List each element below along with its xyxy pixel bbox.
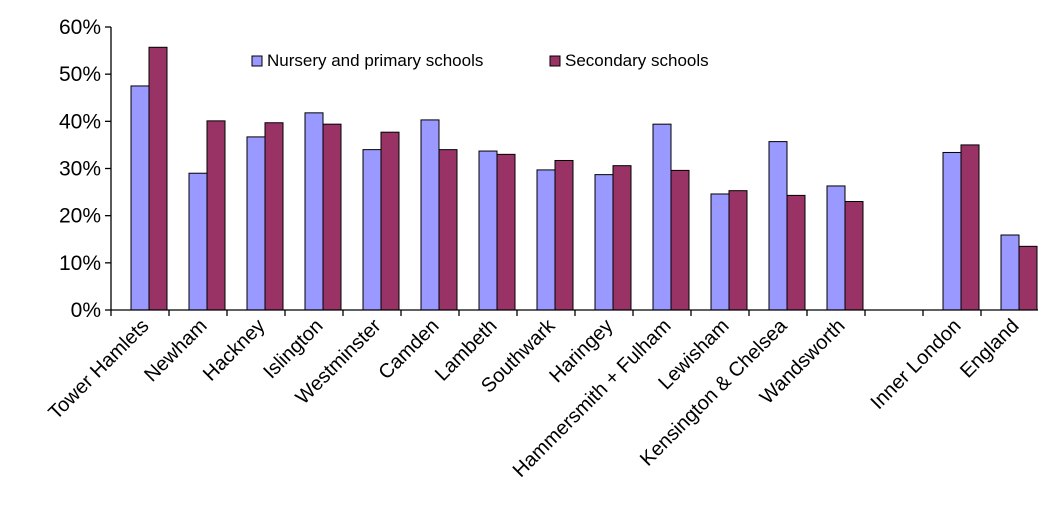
bar-secondary-14 — [960, 144, 980, 311]
legend-label-nursery-primary: Nursery and primary schools — [267, 51, 483, 70]
bar-secondary-1 — [206, 120, 226, 311]
x-category-label: Newham — [140, 315, 211, 386]
bar-secondary-15 — [1018, 245, 1038, 311]
bar-nursery-primary-2 — [246, 136, 266, 311]
legend: Nursery and primary schools Secondary sch… — [251, 51, 709, 70]
bar-secondary-10 — [728, 190, 748, 311]
y-tick-label: 60% — [59, 16, 101, 39]
bar-nursery-primary-11 — [768, 141, 788, 311]
bar-secondary-2 — [264, 122, 284, 311]
y-tick-label: 30% — [59, 158, 101, 181]
bar-secondary-5 — [438, 149, 458, 311]
y-tick-label: 10% — [59, 252, 101, 275]
bar-nursery-primary-14 — [942, 151, 962, 311]
bar-nursery-primary-4 — [362, 149, 382, 311]
x-category-label: Inner London — [867, 315, 966, 414]
bar-secondary-0 — [148, 46, 168, 311]
x-category-label: Hackney — [199, 315, 270, 386]
bars-layer — [130, 46, 1038, 311]
bar-secondary-7 — [554, 159, 574, 311]
bar-nursery-primary-15 — [1000, 234, 1020, 311]
bar-secondary-9 — [670, 169, 690, 311]
bar-secondary-8 — [612, 165, 632, 311]
x-category-label: Tower Hamlets — [44, 315, 153, 424]
bar-nursery-primary-6 — [478, 150, 498, 311]
bar-nursery-primary-0 — [130, 85, 150, 311]
y-tick-label: 0% — [71, 299, 101, 322]
legend-swatch-nursery-primary — [251, 55, 263, 67]
bar-nursery-primary-9 — [652, 123, 672, 311]
bar-nursery-primary-7 — [536, 169, 556, 311]
bar-secondary-3 — [322, 123, 342, 311]
y-tick-label: 20% — [59, 205, 101, 228]
legend-label-secondary: Secondary schools — [565, 51, 709, 70]
bar-nursery-primary-5 — [420, 119, 440, 311]
y-tick-label: 50% — [59, 63, 101, 86]
bar-nursery-primary-12 — [826, 185, 846, 311]
legend-swatch-secondary — [549, 55, 561, 67]
x-category-label: England — [956, 315, 1023, 382]
bar-nursery-primary-3 — [304, 112, 324, 311]
bar-nursery-primary-10 — [710, 193, 730, 311]
y-tick-label: 40% — [59, 110, 101, 133]
bar-secondary-12 — [844, 201, 864, 311]
bar-secondary-6 — [496, 153, 516, 311]
axes-layer — [105, 26, 1038, 316]
bar-secondary-11 — [786, 194, 806, 311]
bar-secondary-4 — [380, 131, 400, 311]
bar-nursery-primary-8 — [594, 174, 614, 311]
bar-nursery-primary-1 — [188, 172, 208, 311]
